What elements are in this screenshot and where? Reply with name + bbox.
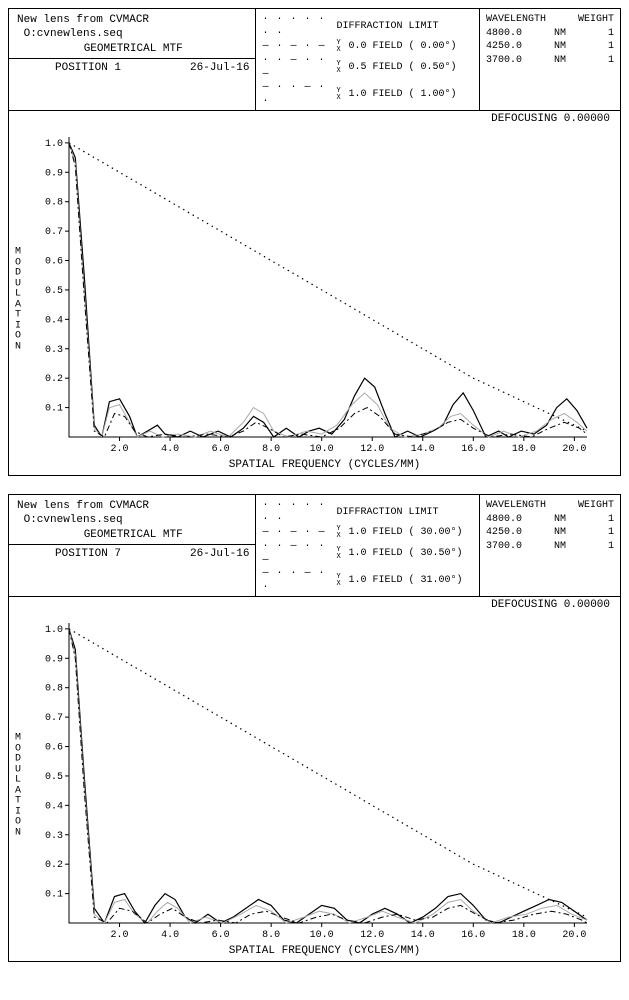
- panel-header: New lens from CVMACR O:cvnewlens.seq GEO…: [9, 495, 620, 597]
- x-axis-label: SPATIAL FREQUENCY (CYCLES/MM): [39, 459, 610, 471]
- svg-text:0.4: 0.4: [45, 801, 63, 812]
- svg-text:1.0: 1.0: [45, 139, 63, 150]
- svg-text:0.5: 0.5: [45, 286, 63, 297]
- plot-area: MODULATION 2.0 4.0 6.0 8.0 10.0 12.0 14.0 16.0 1…: [9, 125, 620, 475]
- svg-text:0.2: 0.2: [45, 860, 63, 871]
- svg-text:12.0: 12.0: [360, 930, 384, 941]
- plot-area: MODULATION 2.0 4.0 6.0 8.0 10.0 12.0 14.0 16.0 1…: [9, 611, 620, 961]
- mtf-panel: New lens from CVMACR O:cvnewlens.seq GEO…: [8, 494, 621, 962]
- svg-text:10.0: 10.0: [310, 930, 334, 941]
- panel-header: New lens from CVMACR O:cvnewlens.seq GEO…: [9, 9, 620, 111]
- mtf-chart: 2.0 4.0 6.0 8.0 10.0 12.0 14.0 16.0 18.0 20.0 0.1 0…: [39, 127, 597, 457]
- svg-text:4.0: 4.0: [161, 930, 179, 941]
- title-line-2: O:cvnewlens.seq: [17, 27, 249, 41]
- svg-text:0.7: 0.7: [45, 713, 63, 724]
- position-label: POSITION 7: [15, 548, 121, 560]
- title-line-1: New lens from CVMACR: [17, 499, 249, 513]
- wavelength-box: WAVELENGTHWEIGHT4800.0NM14250.0NM13700.0…: [480, 495, 620, 596]
- svg-text:6.0: 6.0: [212, 930, 230, 941]
- mtf-panel: New lens from CVMACR O:cvnewlens.seq GEO…: [8, 8, 621, 476]
- svg-text:0.7: 0.7: [45, 227, 63, 238]
- svg-text:0.3: 0.3: [45, 345, 63, 356]
- svg-text:0.9: 0.9: [45, 168, 63, 179]
- svg-text:16.0: 16.0: [461, 930, 485, 941]
- y-axis-label: MODULATION: [13, 734, 23, 839]
- svg-text:14.0: 14.0: [411, 444, 435, 455]
- svg-text:0.8: 0.8: [45, 198, 63, 209]
- svg-text:0.5: 0.5: [45, 772, 63, 783]
- svg-text:0.6: 0.6: [45, 743, 63, 754]
- title-line-3: GEOMETRICAL MTF: [17, 42, 249, 56]
- svg-text:2.0: 2.0: [111, 444, 129, 455]
- svg-text:18.0: 18.0: [512, 444, 536, 455]
- title-line-2: O:cvnewlens.seq: [17, 513, 249, 527]
- svg-text:10.0: 10.0: [310, 444, 334, 455]
- svg-text:12.0: 12.0: [360, 444, 384, 455]
- wavelength-box: WAVELENGTHWEIGHT4800.0NM14250.0NM13700.0…: [480, 9, 620, 110]
- position-label: POSITION 1: [15, 62, 121, 74]
- svg-text:20.0: 20.0: [562, 930, 586, 941]
- x-axis-label: SPATIAL FREQUENCY (CYCLES/MM): [39, 945, 610, 957]
- svg-text:20.0: 20.0: [562, 444, 586, 455]
- date-label: 26-Jul-16: [190, 548, 249, 560]
- svg-text:0.6: 0.6: [45, 257, 63, 268]
- svg-text:0.9: 0.9: [45, 654, 63, 665]
- svg-text:0.1: 0.1: [45, 404, 63, 415]
- svg-text:0.3: 0.3: [45, 831, 63, 842]
- date-label: 26-Jul-16: [190, 62, 249, 74]
- legend-box: · · · · · · ·DIFFRACTION LIMIT— · — · —Y…: [256, 9, 480, 110]
- svg-text:2.0: 2.0: [111, 930, 129, 941]
- svg-text:4.0: 4.0: [161, 444, 179, 455]
- legend-box: · · · · · · ·DIFFRACTION LIMIT— · — · —Y…: [256, 495, 480, 596]
- svg-text:8.0: 8.0: [262, 444, 280, 455]
- svg-text:0.1: 0.1: [45, 890, 63, 901]
- svg-text:0.2: 0.2: [45, 374, 63, 385]
- svg-text:14.0: 14.0: [411, 930, 435, 941]
- y-axis-label: MODULATION: [13, 248, 23, 353]
- svg-text:6.0: 6.0: [212, 444, 230, 455]
- title-line-1: New lens from CVMACR: [17, 13, 249, 27]
- mtf-chart: 2.0 4.0 6.0 8.0 10.0 12.0 14.0 16.0 18.0 20.0 0.1 0…: [39, 613, 597, 943]
- svg-text:16.0: 16.0: [461, 444, 485, 455]
- svg-text:18.0: 18.0: [512, 930, 536, 941]
- svg-text:8.0: 8.0: [262, 930, 280, 941]
- defocus-status: DEFOCUSING 0.00000: [9, 597, 620, 611]
- title-line-3: GEOMETRICAL MTF: [17, 528, 249, 542]
- svg-text:0.8: 0.8: [45, 684, 63, 695]
- defocus-status: DEFOCUSING 0.00000: [9, 111, 620, 125]
- svg-text:1.0: 1.0: [45, 625, 63, 636]
- svg-text:0.4: 0.4: [45, 315, 63, 326]
